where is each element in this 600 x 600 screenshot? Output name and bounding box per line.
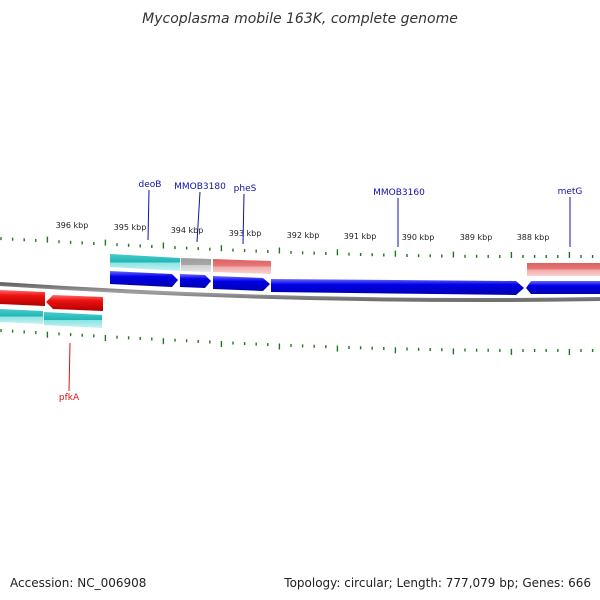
gene-label-MMOB3180[interactable]: MMOB3180 (174, 182, 226, 192)
feature-block-MMOB3180 (181, 258, 211, 272)
forward-strand-genes (110, 271, 600, 295)
feature-ring-lower (0, 309, 102, 328)
leader-pheS (242, 193, 245, 245)
leader-deoB (147, 189, 150, 241)
cds-arrow-pheS[interactable] (213, 276, 270, 291)
gene-label-MMOB3160[interactable]: MMOB3160 (373, 188, 425, 198)
kbp-label: 389 kbp (460, 233, 493, 242)
leader-pfkA (68, 342, 71, 392)
kbp-label: 393 kbp (229, 229, 262, 238)
cds-arrow-MMOB3180[interactable] (180, 274, 211, 288)
kbp-label: 391 kbp (344, 232, 377, 241)
feature-block-deoB (110, 254, 180, 271)
genome-backbone (0, 282, 600, 302)
feature-block-cyan-left (0, 309, 43, 324)
feature-block-pheS (213, 259, 271, 274)
feature-block-pfkA (44, 312, 102, 328)
gene-label-metG[interactable]: metG (558, 187, 583, 197)
leader-MMOB3180 (196, 191, 201, 243)
inner-tick-ring (0, 329, 594, 355)
kbp-labels: 396 kbp 395 kbp 394 kbp 393 kbp 392 kbp … (56, 221, 550, 242)
kbp-label: 396 kbp (56, 221, 89, 230)
kbp-label: 390 kbp (402, 233, 435, 242)
gene-labels: deoB MMOB3180 pheS MMOB3160 metG pfkA (59, 180, 583, 403)
cds-arrow-pfkA[interactable] (46, 295, 103, 311)
kbp-label: 395 kbp (114, 223, 147, 232)
accession-text: Accession: NC_006908 (10, 576, 147, 590)
feature-block-metG (527, 263, 600, 276)
map-title: Mycoplasma mobile 163K, complete genome (142, 11, 458, 27)
gene-label-deoB[interactable]: deoB (139, 180, 162, 190)
genome-summary-text: Topology: circular; Length: 777,079 bp; … (284, 576, 591, 590)
feature-ring-upper (110, 254, 600, 276)
reverse-strand-genes (0, 290, 103, 311)
kbp-label: 388 kbp (517, 233, 550, 242)
gene-leader-lines (68, 189, 571, 392)
cds-arrow-left-red[interactable] (0, 290, 45, 306)
cds-arrow-deoB[interactable] (110, 271, 178, 287)
kbp-label: 392 kbp (287, 231, 320, 240)
outer-tick-ring (0, 236, 594, 258)
cds-arrow-MMOB3160[interactable] (271, 279, 524, 295)
gene-label-pheS[interactable]: pheS (234, 184, 257, 194)
cds-arrow-metG[interactable] (526, 281, 600, 294)
gene-label-pfkA[interactable]: pfkA (59, 393, 80, 403)
kbp-label: 394 kbp (171, 226, 204, 235)
